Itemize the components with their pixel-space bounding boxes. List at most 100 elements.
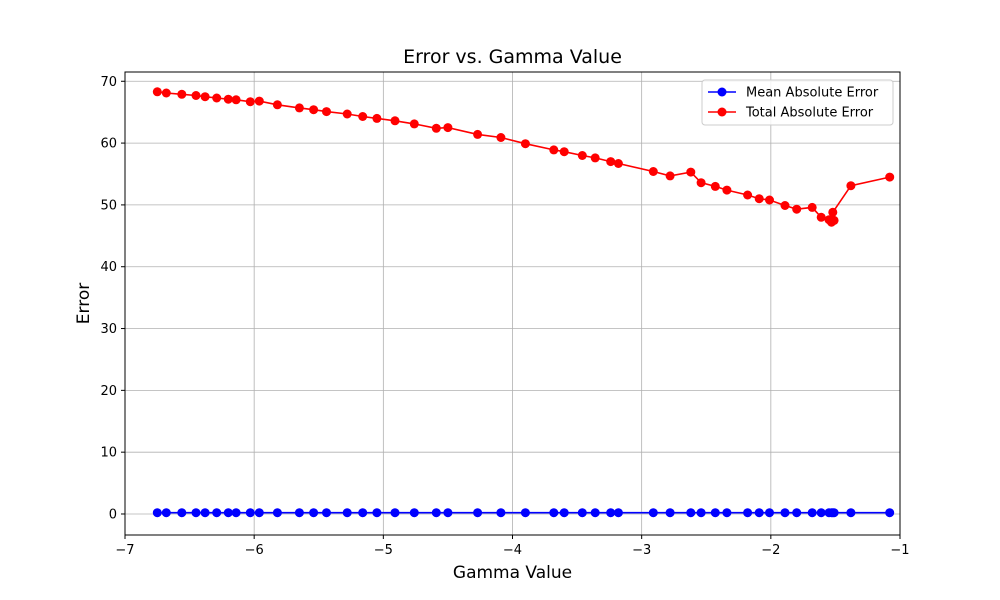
data-point	[722, 508, 732, 518]
series-1	[152, 87, 895, 227]
legend-marker	[717, 87, 727, 97]
data-point	[559, 147, 569, 157]
ticks: −7 −6 −5 −4 −3 −2 −1 0 10 20 30 40 50 60 70	[100, 75, 909, 558]
data-point	[577, 508, 587, 518]
data-point	[212, 508, 222, 518]
data-point	[743, 190, 753, 200]
x-tick-label: −5	[374, 543, 393, 558]
series-0	[152, 508, 895, 518]
data-point	[665, 508, 675, 518]
data-point	[431, 508, 441, 518]
data-point	[254, 508, 264, 518]
data-point	[816, 212, 826, 222]
data-point	[231, 508, 241, 518]
data-point	[828, 508, 838, 518]
data-point	[816, 508, 826, 518]
y-tick-label: 50	[100, 198, 117, 213]
data-point	[743, 508, 753, 518]
data-point	[807, 202, 817, 212]
data-point	[177, 508, 187, 518]
data-point	[648, 167, 658, 176]
data-point	[807, 508, 817, 518]
data-point	[885, 508, 895, 518]
data-point	[231, 95, 241, 105]
legend-item: Total Absolute Error	[708, 106, 874, 121]
chart-title: Error vs. Gamma Value	[403, 46, 622, 68]
data-point	[372, 508, 382, 518]
data-point	[245, 508, 255, 518]
data-point	[496, 508, 506, 518]
data-point	[665, 171, 675, 181]
data-point	[409, 119, 419, 129]
data-point	[409, 508, 419, 518]
data-point	[765, 195, 774, 205]
legend-label: Total Absolute Error	[745, 106, 874, 121]
data-point	[358, 112, 368, 121]
data-point	[212, 93, 222, 103]
data-point	[200, 92, 210, 102]
data-point	[792, 508, 802, 518]
data-point	[648, 508, 658, 518]
legend-marker	[717, 107, 727, 117]
data-point	[161, 88, 171, 98]
data-point	[754, 194, 764, 204]
legend-box	[701, 79, 894, 126]
legend-label: Mean Absolute Error	[746, 86, 879, 101]
data-point	[191, 508, 201, 518]
data-point	[322, 508, 331, 518]
y-tick-label: 60	[100, 137, 117, 152]
data-point	[549, 508, 559, 518]
data-point	[710, 508, 720, 518]
x-tick-label: −4	[503, 543, 522, 558]
data-point	[606, 508, 616, 518]
data-point	[342, 109, 352, 119]
data-point	[577, 151, 587, 160]
x-axis-label: Gamma Value	[453, 563, 572, 583]
data-point	[272, 508, 282, 518]
x-tick-label: −7	[115, 543, 134, 558]
y-tick-label: 20	[100, 384, 117, 399]
data-point	[473, 129, 483, 139]
x-tick-label: −2	[761, 543, 780, 558]
data-point	[152, 87, 162, 97]
data-point	[309, 508, 319, 518]
data-point	[223, 94, 233, 104]
data-point	[161, 508, 171, 518]
data-point	[765, 508, 774, 518]
data-point	[606, 157, 616, 167]
data-point	[390, 508, 400, 518]
data-point	[272, 100, 282, 110]
data-point	[613, 508, 623, 518]
data-point	[191, 91, 201, 100]
y-tick-label: 40	[100, 260, 117, 275]
x-tick-label: −6	[245, 543, 264, 558]
x-tick-label: −3	[632, 543, 651, 558]
data-point	[590, 153, 600, 163]
data-point	[780, 201, 790, 210]
data-point	[780, 508, 790, 518]
data-point	[549, 145, 559, 155]
y-tick-label: 0	[109, 507, 117, 522]
data-point	[294, 103, 304, 113]
y-tick-label: 30	[100, 322, 117, 337]
data-point	[696, 508, 706, 518]
data-point	[443, 508, 453, 518]
data-point	[443, 123, 453, 133]
data-point	[590, 508, 600, 518]
data-point	[245, 97, 255, 107]
data-point	[431, 123, 441, 133]
legend-item: Mean Absolute Error	[708, 86, 879, 101]
data-point	[496, 133, 506, 142]
data-point	[358, 508, 368, 518]
data-point	[754, 508, 764, 518]
data-point	[846, 181, 856, 191]
data-point	[294, 508, 304, 518]
data-point	[322, 107, 331, 117]
series-layer	[152, 87, 895, 518]
data-point	[473, 508, 483, 518]
legend: Mean Absolute Error Total Absolute Error	[701, 79, 894, 126]
data-point	[846, 508, 856, 518]
data-point	[613, 159, 623, 168]
data-point	[372, 113, 382, 123]
